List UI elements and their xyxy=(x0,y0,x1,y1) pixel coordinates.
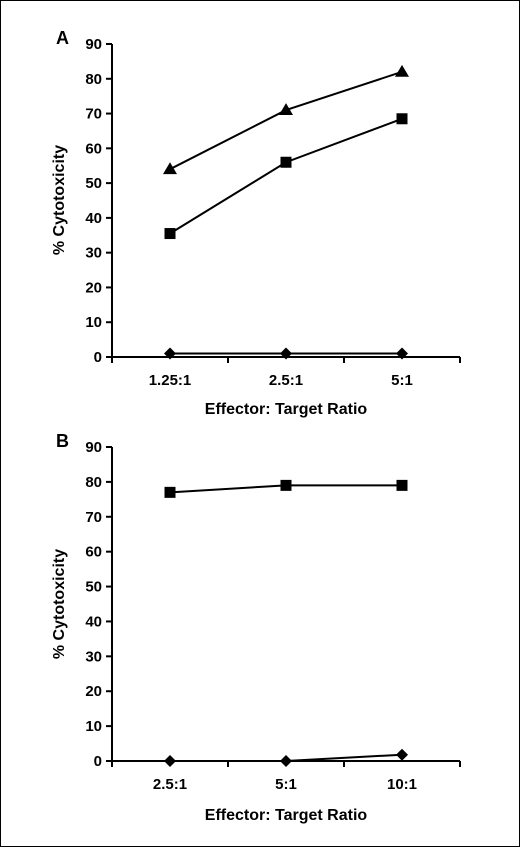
data-point-square xyxy=(280,156,292,168)
y-tick-label: 0 xyxy=(94,349,102,366)
y-tick-label: 20 xyxy=(85,683,102,700)
panel-label: A xyxy=(56,28,69,48)
x-tick-label: 5:1 xyxy=(275,776,297,793)
panel-label: B xyxy=(56,431,69,451)
y-tick-label: 80 xyxy=(85,71,102,88)
y-tick-label: 90 xyxy=(85,439,102,456)
panel-b: B 0 10 20 30 40 50 60 70 80 90 2.5:1 5:1 10:1 Effector… xyxy=(51,431,461,824)
data-point-square xyxy=(280,479,292,491)
y-tick-label: 90 xyxy=(85,36,102,53)
data-point-diamond xyxy=(396,748,408,761)
y-tick-label: 50 xyxy=(85,579,102,596)
data-point-square xyxy=(396,113,408,125)
y-tick-label: 40 xyxy=(85,210,102,227)
data-point-diamond xyxy=(396,347,408,360)
y-tick-label: 50 xyxy=(85,175,102,192)
data-point-diamond xyxy=(164,755,176,767)
y-tick-label: 80 xyxy=(85,474,102,491)
x-axis-title: Effector: Target Ratio xyxy=(205,401,368,418)
panel-a: A 0 10 20 30 40 50 60 70 80 90 1.25:1 2.5:1 5:1 Effect… xyxy=(51,28,461,418)
x-axis-title: Effector: Target Ratio xyxy=(205,807,368,824)
x-tick-label: 2.5:1 xyxy=(269,372,303,389)
series-line-square xyxy=(169,117,403,235)
series-line-triangle xyxy=(169,70,403,171)
x-tick-label: 10:1 xyxy=(387,776,417,793)
data-point-diamond xyxy=(280,755,292,767)
y-axis-title: % Cytotoxicity xyxy=(51,145,68,255)
y-tick-label: 20 xyxy=(85,279,102,296)
y-tick-label: 40 xyxy=(85,613,102,630)
data-point-diamond xyxy=(280,347,292,360)
y-tick-label: 0 xyxy=(94,753,102,770)
data-point-triangle xyxy=(163,162,177,175)
x-tick-label: 1.25:1 xyxy=(149,372,192,389)
y-tick-label: 60 xyxy=(85,140,102,157)
y-axis-title: % Cytotoxicity xyxy=(51,549,68,659)
data-point-diamond xyxy=(164,347,176,360)
x-tick-label: 5:1 xyxy=(391,372,413,389)
y-tick-label: 60 xyxy=(85,544,102,561)
y-tick-label: 70 xyxy=(85,509,102,526)
y-tick-label: 70 xyxy=(85,106,102,123)
y-tick-label: 30 xyxy=(85,245,102,262)
data-point-triangle xyxy=(279,103,293,115)
x-tick-label: 2.5:1 xyxy=(153,776,187,793)
y-tick-label: 10 xyxy=(85,314,102,331)
data-point-square xyxy=(396,479,408,491)
data-point-square xyxy=(164,228,176,240)
data-point-triangle xyxy=(395,64,409,77)
y-tick-label: 30 xyxy=(85,648,102,665)
y-tick-label: 10 xyxy=(85,718,102,735)
data-point-square xyxy=(164,486,176,498)
